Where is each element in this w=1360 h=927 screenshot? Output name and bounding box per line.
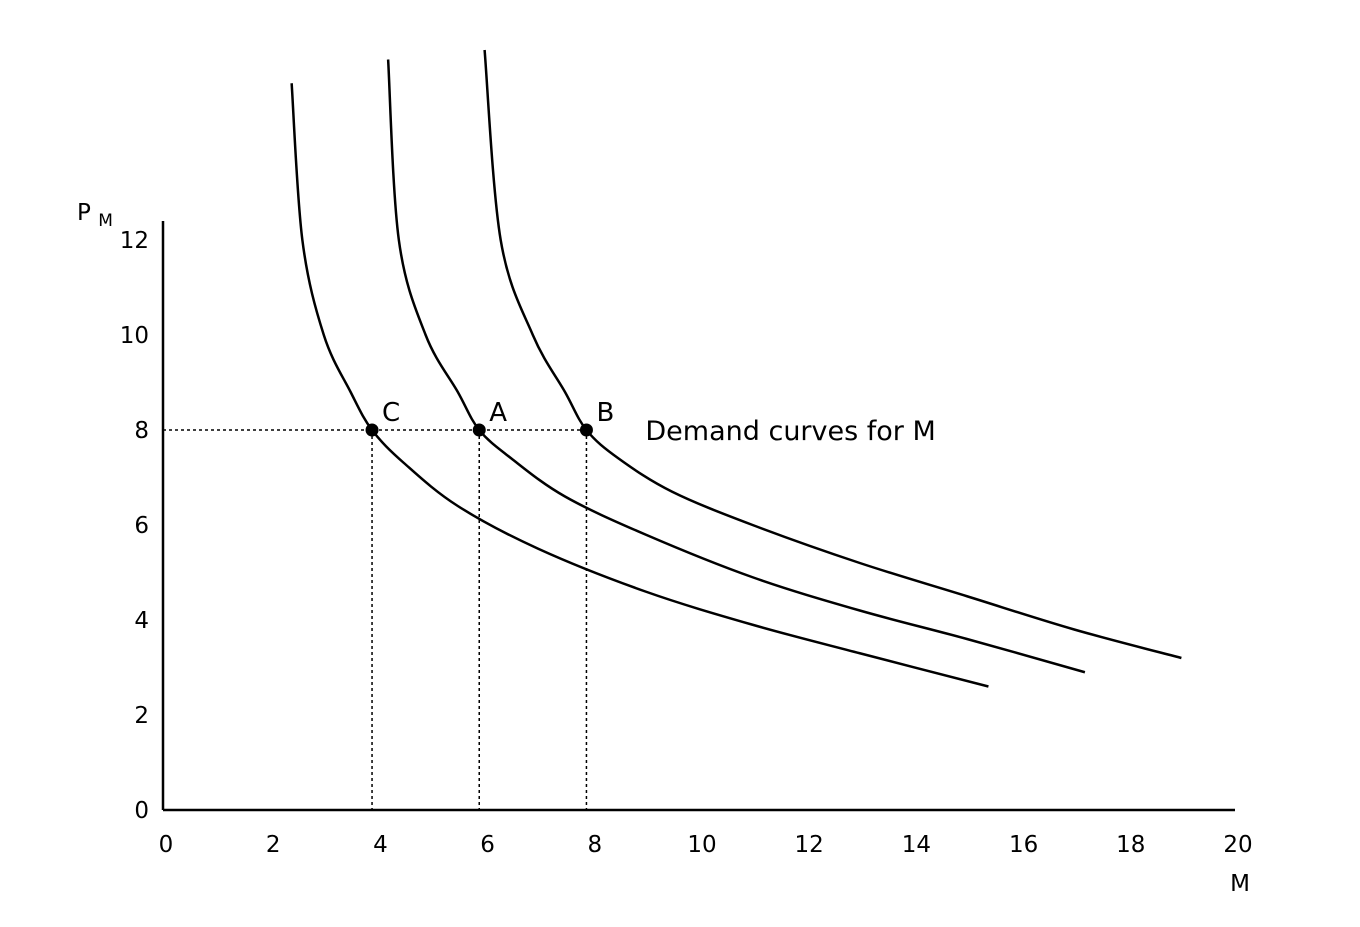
- x-tick-label: 18: [1116, 832, 1145, 858]
- x-tick-label: 6: [480, 832, 495, 858]
- y-axis-label-subscript: M: [98, 211, 113, 231]
- point-marker-c: [365, 423, 379, 437]
- x-axis-label: M: [1230, 871, 1250, 897]
- x-tick-label: 20: [1223, 832, 1252, 858]
- y-tick-labels: 0 2 4 6 8 10 12: [120, 228, 149, 824]
- y-tick-label: 6: [134, 513, 149, 539]
- point-label-a: A: [489, 398, 507, 428]
- point-marker-b: [579, 423, 593, 437]
- y-tick-label: 8: [134, 418, 149, 444]
- x-tick-label: 4: [373, 832, 388, 858]
- y-tick-label: 2: [134, 703, 149, 729]
- y-tick-label: 10: [120, 323, 149, 349]
- point-marker-a: [472, 423, 486, 437]
- x-tick-label: 0: [159, 832, 174, 858]
- y-axis-label-main: P: [77, 200, 91, 226]
- axes: [161, 221, 1235, 812]
- y-axis-label: P M: [77, 200, 113, 231]
- y-tick-label: 0: [134, 798, 149, 824]
- y-tick-label: 12: [120, 228, 149, 254]
- demand-curves: [290, 49, 1182, 688]
- x-tick-label: 2: [266, 832, 281, 858]
- dotted-guide-lines: [163, 429, 588, 810]
- point-label-b: B: [596, 398, 614, 428]
- x-tick-label: 14: [902, 832, 931, 858]
- x-tick-labels: 0 2 4 6 8 10 12 14 16 18 20: [159, 832, 1253, 858]
- demand-curve-3: [483, 49, 1182, 660]
- x-tick-label: 8: [587, 832, 602, 858]
- y-tick-label: 4: [134, 608, 149, 634]
- demand-curve-1: [290, 83, 989, 688]
- demand-curve-2: [386, 59, 1086, 674]
- point-label-c: C: [382, 398, 400, 428]
- x-tick-label: 12: [795, 832, 824, 858]
- x-tick-label: 10: [687, 832, 716, 858]
- x-tick-label: 16: [1009, 832, 1038, 858]
- demand-curves-annotation: Demand curves for M: [645, 416, 935, 447]
